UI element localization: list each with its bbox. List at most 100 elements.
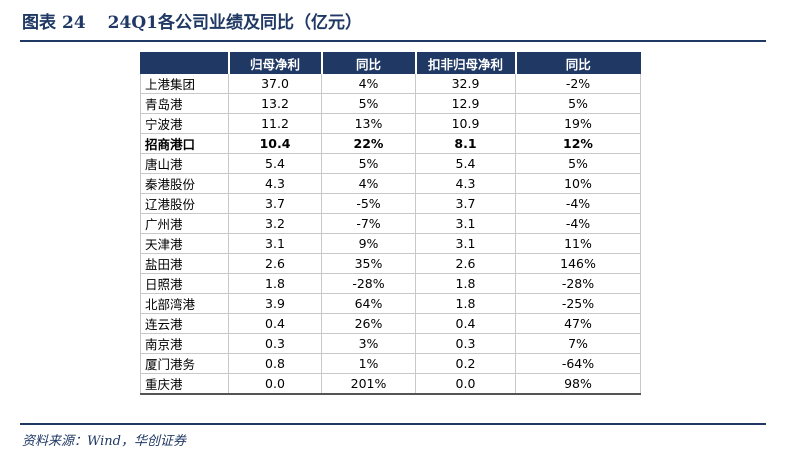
deducted-yoy-cell: 146% (515, 253, 641, 274)
company-name-cell: 招商港口 (140, 133, 229, 154)
deducted-profit-cell: 12.9 (415, 93, 516, 114)
company-name-cell: 连云港 (140, 313, 229, 334)
port-earnings-table: 归母净利 同比 扣非归母净利 同比 上港集团 37.0 4% 32.9 -2% 青岛港 13… (140, 52, 641, 395)
deducted-yoy-cell: -4% (515, 213, 641, 234)
deducted-yoy-cell: 47% (515, 313, 641, 334)
yoy-cell: 5% (321, 153, 416, 174)
company-name-cell: 重庆港 (140, 373, 229, 395)
bottom-rule (20, 423, 766, 425)
deducted-profit-cell: 8.1 (415, 133, 516, 154)
deducted-yoy-cell: 5% (515, 153, 641, 174)
yoy-cell: 4% (321, 73, 416, 94)
table-row: 盐田港 2.6 35% 2.6 146% (140, 253, 641, 274)
net-profit-cell: 4.3 (228, 173, 322, 194)
company-name-cell: 上港集团 (140, 73, 229, 94)
company-name-cell: 日照港 (140, 273, 229, 294)
figure-title: 图表 24 24Q1各公司业绩及同比（亿元） (22, 8, 362, 33)
deducted-yoy-cell: -4% (515, 193, 641, 214)
deducted-profit-cell: 0.2 (415, 353, 516, 374)
net-profit-cell: 0.8 (228, 353, 322, 374)
deducted-profit-cell: 0.0 (415, 373, 516, 395)
company-name-cell: 北部湾港 (140, 293, 229, 314)
table-row: 南京港 0.3 3% 0.3 7% (140, 333, 641, 354)
deducted-profit-cell: 0.3 (415, 333, 516, 354)
deducted-profit-cell: 2.6 (415, 253, 516, 274)
deducted-yoy-cell: 7% (515, 333, 641, 354)
deducted-profit-cell: 3.1 (415, 213, 516, 234)
table-row: 连云港 0.4 26% 0.4 47% (140, 313, 641, 334)
yoy-cell: -28% (321, 273, 416, 294)
company-name-cell: 唐山港 (140, 153, 229, 174)
yoy-cell: 3% (321, 333, 416, 354)
yoy-cell: -7% (321, 213, 416, 234)
table-row: 招商港口 10.4 22% 8.1 12% (140, 133, 641, 154)
net-profit-cell: 11.2 (228, 113, 322, 134)
deducted-profit-cell: 3.1 (415, 233, 516, 254)
company-name-cell: 盐田港 (140, 253, 229, 274)
figure-number: 24 (62, 13, 86, 33)
deducted-yoy-cell: -25% (515, 293, 641, 314)
yoy-cell: 9% (321, 233, 416, 254)
header-yoy: 同比 (320, 52, 416, 74)
net-profit-cell: 3.2 (228, 213, 322, 234)
net-profit-cell: 3.9 (228, 293, 322, 314)
deducted-yoy-cell: 12% (515, 133, 641, 154)
company-name-cell: 辽港股份 (140, 193, 229, 214)
deducted-yoy-cell: -2% (515, 73, 641, 94)
deducted-profit-cell: 10.9 (415, 113, 516, 134)
company-name-cell: 广州港 (140, 213, 229, 234)
table-row: 天津港 3.1 9% 3.1 11% (140, 233, 641, 254)
deducted-profit-cell: 4.3 (415, 173, 516, 194)
net-profit-cell: 0.0 (228, 373, 322, 395)
table-body: 上港集团 37.0 4% 32.9 -2% 青岛港 13.2 5% 12.9 5% 宁波港 11.2 1… (140, 73, 641, 395)
deducted-yoy-cell: 10% (515, 173, 641, 194)
company-name-cell: 宁波港 (140, 113, 229, 134)
yoy-cell: -5% (321, 193, 416, 214)
table-row: 厦门港务 0.8 1% 0.2 -64% (140, 353, 641, 374)
company-name-cell: 青岛港 (140, 93, 229, 114)
yoy-cell: 5% (321, 93, 416, 114)
table-row: 上港集团 37.0 4% 32.9 -2% (140, 73, 641, 94)
net-profit-cell: 3.7 (228, 193, 322, 214)
deducted-profit-cell: 5.4 (415, 153, 516, 174)
deducted-profit-cell: 3.7 (415, 193, 516, 214)
company-name-cell: 南京港 (140, 333, 229, 354)
deducted-yoy-cell: -64% (515, 353, 641, 374)
header-company (140, 52, 229, 74)
source-note: 资料来源：Wind，华创证券 (22, 434, 186, 449)
net-profit-cell: 2.6 (228, 253, 322, 274)
net-profit-cell: 0.4 (228, 313, 322, 334)
yoy-cell: 4% (321, 173, 416, 194)
figure-title-text: 24Q1各公司业绩及同比（亿元） (107, 13, 362, 33)
table-row: 重庆港 0.0 201% 0.0 98% (140, 373, 641, 395)
table-row: 辽港股份 3.7 -5% 3.7 -4% (140, 193, 641, 214)
deducted-yoy-cell: 11% (515, 233, 641, 254)
net-profit-cell: 3.1 (228, 233, 322, 254)
deducted-yoy-cell: 98% (515, 373, 641, 395)
net-profit-cell: 37.0 (228, 73, 322, 94)
header-net-profit: 归母净利 (227, 52, 322, 74)
company-name-cell: 天津港 (140, 233, 229, 254)
top-rule (20, 40, 766, 42)
table-row: 日照港 1.8 -28% 1.8 -28% (140, 273, 641, 294)
yoy-cell: 26% (321, 313, 416, 334)
deducted-profit-cell: 32.9 (415, 73, 516, 94)
yoy-cell: 22% (321, 133, 416, 154)
net-profit-cell: 1.8 (228, 273, 322, 294)
yoy-cell: 64% (321, 293, 416, 314)
deducted-profit-cell: 1.8 (415, 273, 516, 294)
figure-label: 图表 (22, 13, 56, 33)
table-row: 宁波港 11.2 13% 10.9 19% (140, 113, 641, 134)
table-row: 唐山港 5.4 5% 5.4 5% (140, 153, 641, 174)
table-row: 广州港 3.2 -7% 3.1 -4% (140, 213, 641, 234)
deducted-yoy-cell: -28% (515, 273, 641, 294)
yoy-cell: 35% (321, 253, 416, 274)
header-deducted-yoy: 同比 (514, 52, 641, 74)
yoy-cell: 1% (321, 353, 416, 374)
table-row: 青岛港 13.2 5% 12.9 5% (140, 93, 641, 114)
table-header-row: 归母净利 同比 扣非归母净利 同比 (140, 52, 641, 74)
company-name-cell: 厦门港务 (140, 353, 229, 374)
deducted-profit-cell: 1.8 (415, 293, 516, 314)
deducted-yoy-cell: 19% (515, 113, 641, 134)
company-name-cell: 秦港股份 (140, 173, 229, 194)
